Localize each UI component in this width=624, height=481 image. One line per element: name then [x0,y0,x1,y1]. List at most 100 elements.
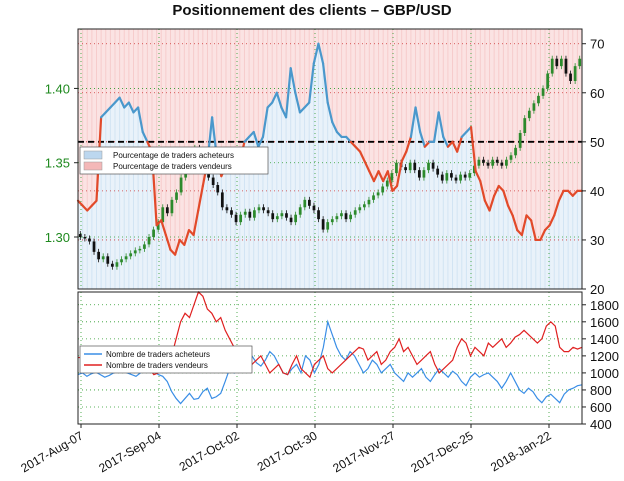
legend-label: Nombre de traders vendeurs [106,361,208,370]
candle-body [477,159,481,166]
candle-body [491,159,495,166]
candle-body [330,219,334,223]
candle-body [234,214,238,223]
pct-line-segment [511,214,519,232]
x-tick-label: 2017-Oct-02 [177,428,242,474]
pct-line-segment [76,199,84,207]
pct-line-segment [257,135,265,148]
pct-line-segment [377,170,385,183]
pct-line-segment [483,199,491,212]
pct-line-segment [308,62,315,104]
pct-line-segment [164,233,172,251]
right-tick-label: 1000 [590,366,619,381]
candle-body [463,174,467,178]
pct-line-segment [414,106,422,134]
pct-line-segment [525,214,533,222]
pct-line-segment [469,126,477,173]
pct-line-segment [497,184,505,192]
candle-body [390,173,394,181]
pct-line-segment [530,219,537,242]
candle-body [459,174,462,181]
candle-body [220,192,224,208]
series-line [77,319,583,405]
candle-body [367,199,371,205]
pct-line-segment [141,130,149,143]
candle-body [404,167,407,171]
pct-line-segment [405,135,413,153]
pct-line-segment [81,204,89,212]
pct-line-segment [192,209,200,237]
candle-body [298,207,302,215]
candle-body [312,205,316,211]
pct-line-segment [243,135,251,143]
pct-line-segment [335,130,343,139]
x-tick-label: 2017-Sep-04 [96,428,163,475]
pct-line-segment [567,189,574,197]
candle-body [211,177,215,185]
pct-line-segment [474,170,482,183]
pct-line-segment [284,67,292,119]
candle-body [527,110,531,119]
candle-body [170,199,174,214]
candle-body [78,234,82,237]
candle-body [156,222,160,230]
candle-body [262,207,265,211]
candle-body [243,211,247,215]
candle-body [317,210,320,220]
pct-line-segment [442,135,450,148]
right-tick-label: 40 [590,184,604,199]
candle-body [92,241,96,252]
candle-body [454,177,458,181]
candle-body [486,162,490,166]
candle-body [427,162,430,171]
pct-line-segment [326,101,334,124]
candle-body [335,216,339,220]
candle-body [422,170,426,178]
right-tick-label: 1800 [590,298,619,313]
pct-line-segment [160,219,167,237]
candle-body [161,207,165,223]
pct-line-segment [321,62,329,104]
candle-body [294,214,298,223]
candle-body [349,214,352,220]
bottom-panel-frame [77,291,583,425]
candle-body [550,58,554,74]
pct-line-segment [363,160,371,173]
candle-body [106,256,110,264]
pct-line-segment [493,184,500,197]
pct-line-segment [174,238,181,256]
pct-line-segment [571,189,579,197]
candle-body [381,186,385,193]
pct-line-segment [86,204,93,212]
candle-body [436,168,440,175]
candle-body [500,162,504,166]
pct-line-segment [488,194,496,212]
candle-body [230,210,233,215]
candle-body [569,73,572,81]
legend-swatch [83,161,103,171]
pct-line-segment [382,170,389,183]
right-tick-label: 1600 [590,315,619,330]
pct-line-segment [317,42,325,65]
right-tick-label: 600 [590,400,612,415]
pct-line-segment [349,140,357,148]
candle-body [372,195,375,200]
pct-line-segment [354,145,362,153]
right-tick-label: 60 [590,86,604,101]
candle-body [431,162,435,169]
pct-line-segment [104,106,112,114]
candle-body [376,192,380,196]
candle-body [395,162,398,174]
candle-body [239,214,243,223]
candle-body [482,159,485,163]
candle-body [138,248,142,251]
candle-body [179,177,183,193]
candle-body [445,173,449,181]
candle-body [257,207,261,211]
candle-body [271,213,275,220]
pct-line-segment [479,179,486,202]
candle-body [413,162,417,171]
pct-line-segment [502,189,510,207]
pct-line-segment [437,111,445,139]
candle-body [266,210,270,214]
